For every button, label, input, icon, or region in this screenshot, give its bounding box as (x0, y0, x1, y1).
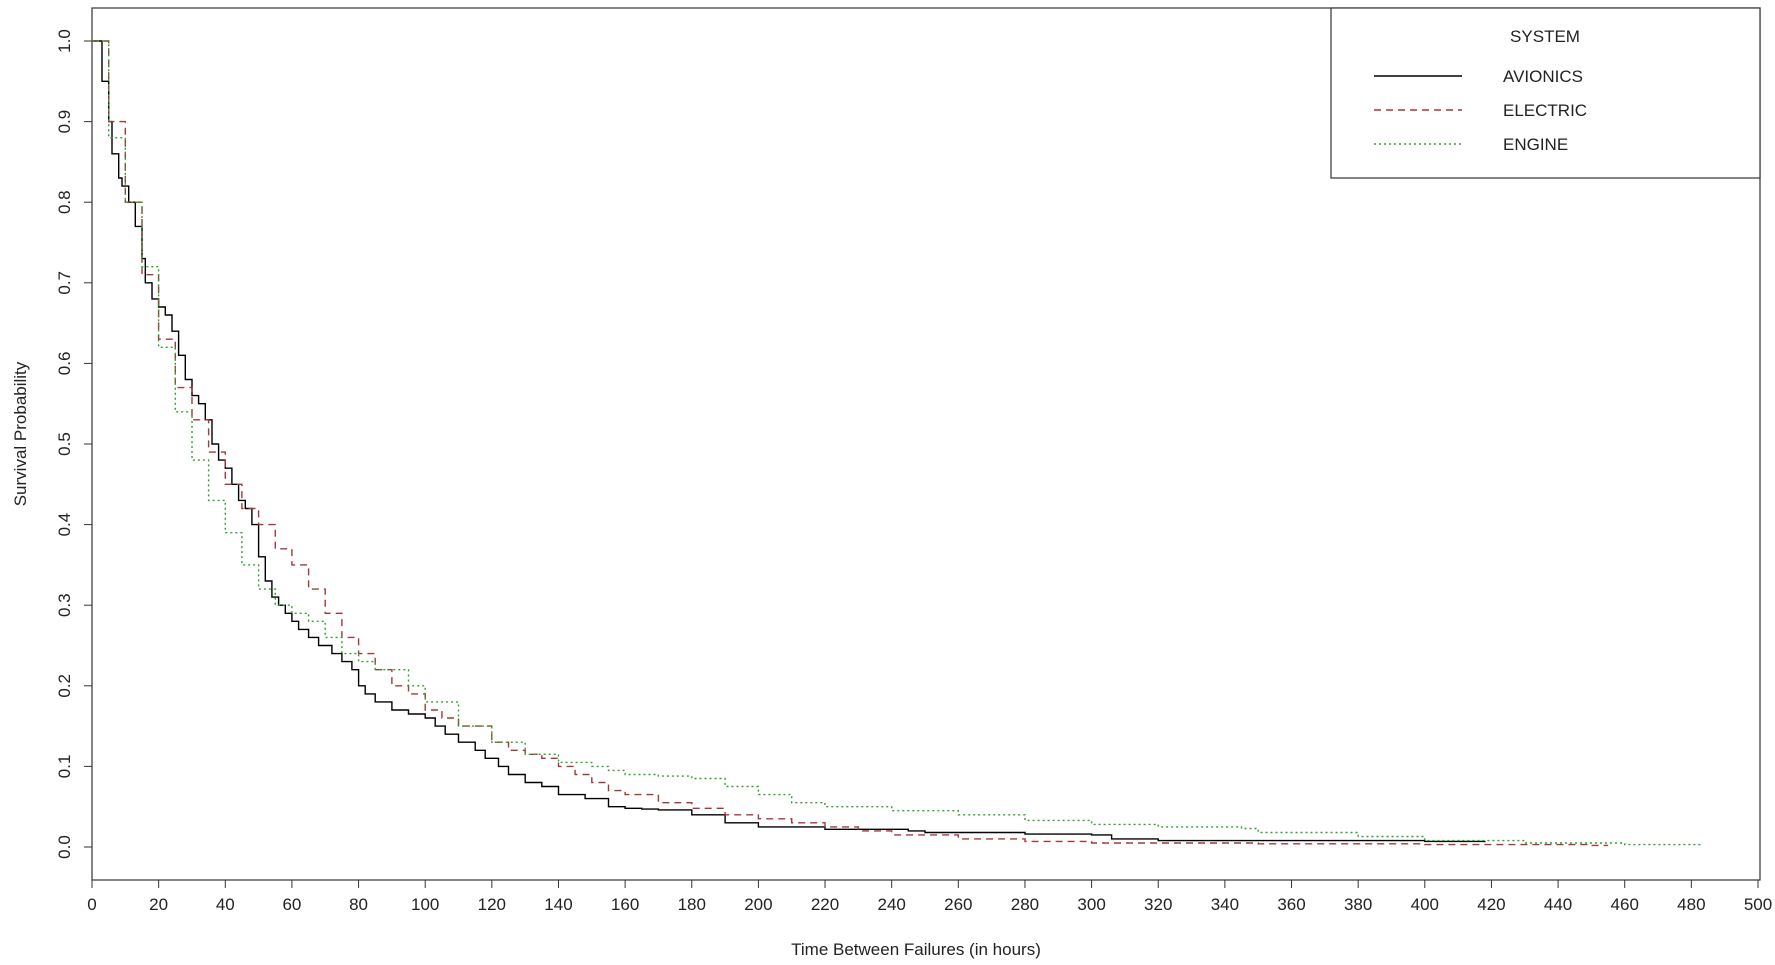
y-tick-label: 0.6 (55, 352, 74, 376)
y-tick-label: 0.5 (55, 432, 74, 456)
y-tick-label: 0.8 (55, 190, 74, 214)
series-line-engine (92, 40, 1703, 846)
x-tick-label: 200 (744, 895, 772, 914)
y-tick-label: 0.4 (55, 513, 74, 537)
y-axis-title: Survival Probability (11, 361, 30, 506)
legend-label-engine: ENGINE (1503, 135, 1568, 154)
y-tick-label: 0.7 (55, 271, 74, 295)
x-tick-label: 180 (678, 895, 706, 914)
series-line-electric (92, 40, 1609, 847)
x-tick-label: 120 (478, 895, 506, 914)
x-tick-label: 260 (944, 895, 972, 914)
x-tick-label: 340 (1211, 895, 1239, 914)
x-tick-label: 320 (1144, 895, 1172, 914)
y-tick-label: 0.1 (55, 755, 74, 779)
legend: SYSTEM AVIONICS ELECTRIC ENGINE (1330, 7, 1761, 179)
x-tick-label: 380 (1344, 895, 1372, 914)
x-tick-label: 140 (544, 895, 572, 914)
axes-layer: 0 20 40 60 80 100 120 140 160 180 200 220 240 260 280 3… (55, 7, 1772, 914)
x-tick-label: 220 (811, 895, 839, 914)
x-tick-label: 460 (1611, 895, 1639, 914)
x-tick-label: 400 (1411, 895, 1439, 914)
x-tick-label: 80 (349, 895, 368, 914)
x-tick-label: 440 (1544, 895, 1572, 914)
x-tick-label: 480 (1677, 895, 1705, 914)
series-layer (92, 40, 1703, 847)
x-tick-label: 60 (282, 895, 301, 914)
x-tick-label: 40 (216, 895, 235, 914)
x-tick-label: 420 (1477, 895, 1505, 914)
x-axis-title: Time Between Failures (in hours) (791, 940, 1041, 959)
y-tick-label: 0.0 (55, 835, 74, 859)
x-tick-label: 100 (411, 895, 439, 914)
legend-box (1330, 7, 1761, 179)
x-tick-label: 160 (611, 895, 639, 914)
x-tick-label: 300 (1077, 895, 1105, 914)
y-tick-label: 0.9 (55, 110, 74, 134)
legend-label-electric: ELECTRIC (1503, 101, 1587, 120)
y-tick-label: 0.3 (55, 593, 74, 617)
y-tick-label: 1.0 (55, 29, 74, 53)
legend-label-avionics: AVIONICS (1503, 67, 1583, 86)
legend-title: SYSTEM (1510, 27, 1580, 46)
x-tick-label: 20 (149, 895, 168, 914)
y-tick-label: 0.2 (55, 674, 74, 698)
x-tick-label: 0 (87, 895, 96, 914)
x-tick-label: 280 (1011, 895, 1039, 914)
x-tick-label: 360 (1277, 895, 1305, 914)
x-tick-label: 500 (1744, 895, 1772, 914)
x-tick-label: 240 (877, 895, 905, 914)
series-line-avionics (92, 40, 1486, 843)
